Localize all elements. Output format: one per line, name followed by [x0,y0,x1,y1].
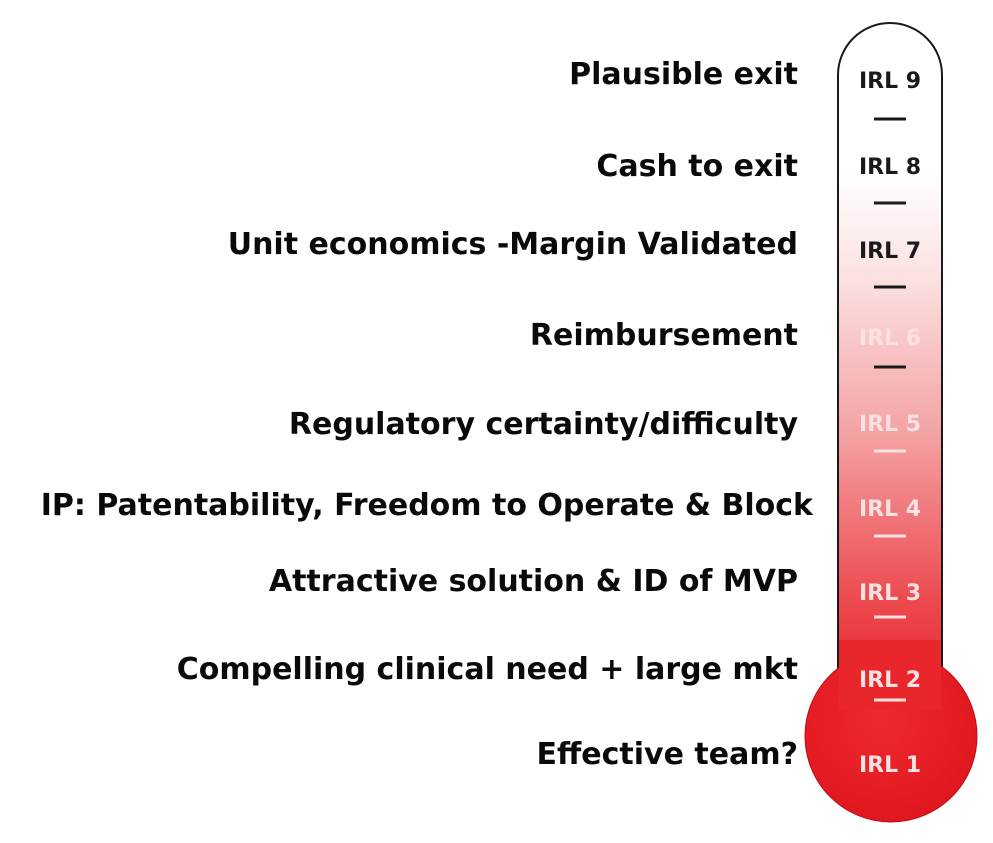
irl-code-6: IRL 6 [859,326,921,351]
irl-code-9: IRL 9 [859,69,921,94]
irl-code-2: IRL 2 [859,668,921,693]
level-label-5: Regulatory certainty/difficulty [288,407,798,442]
level-label-9: Plausible exit [569,57,798,92]
irl-code-4: IRL 4 [859,497,921,522]
irl-code-7: IRL 7 [859,239,921,264]
level-label-2: Compelling clinical need + large mkt [176,652,798,687]
level-label-7: Unit economics -Margin Validated [227,227,798,262]
irl-code-5: IRL 5 [859,412,921,437]
level-label-3: Attractive solution & ID of MVP [268,564,798,599]
level-label-8: Cash to exit [596,149,798,184]
level-label-1: Effective team? [536,737,799,772]
thermometer-tube [837,22,943,701]
irl-code-3: IRL 3 [859,581,921,606]
irl-code-1: IRL 1 [859,753,921,778]
irl-code-8: IRL 8 [859,155,921,180]
level-label-6: Reimbursement [529,318,798,353]
level-label-4: IP: Patentability, Freedom to Operate & … [40,488,813,523]
